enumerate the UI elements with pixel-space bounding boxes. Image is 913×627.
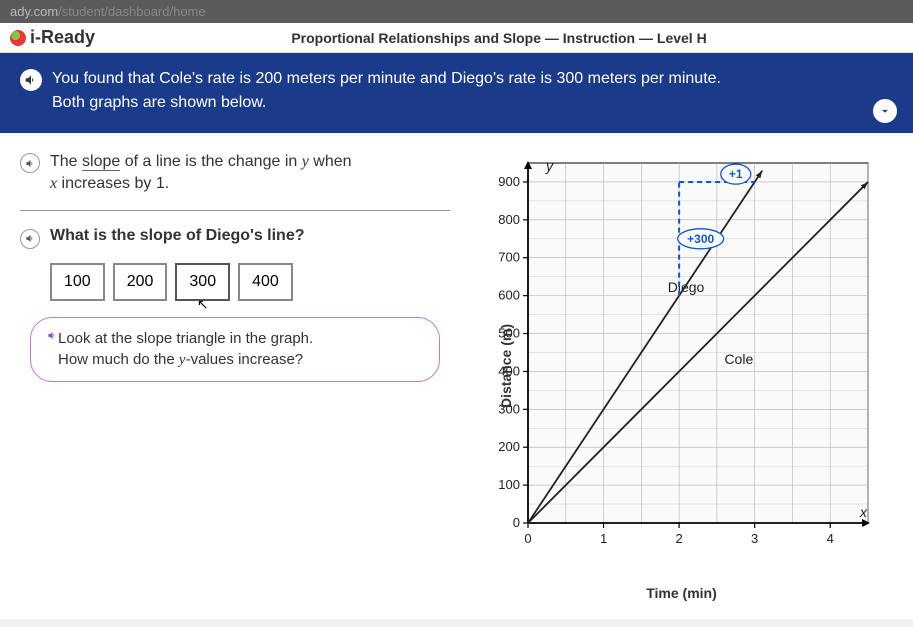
svg-text:+1: +1 xyxy=(729,167,743,181)
speaker-icon[interactable] xyxy=(20,69,42,91)
svg-text:100: 100 xyxy=(498,477,520,492)
question-row: What is the slope of Diego's line? xyxy=(20,227,450,249)
answer-options: 100200300↖400 xyxy=(50,263,450,301)
svg-text:900: 900 xyxy=(498,174,520,189)
speaker-icon[interactable] xyxy=(20,153,40,173)
answer-option-100[interactable]: 100 xyxy=(50,263,105,301)
chevron-down-icon[interactable] xyxy=(873,99,897,123)
svg-text:600: 600 xyxy=(498,288,520,303)
svg-text:0: 0 xyxy=(524,531,531,546)
hint-text: Look at the slope triangle in the graph.… xyxy=(58,328,313,371)
lesson-title: Proportional Relationships and Slope — I… xyxy=(95,30,903,46)
answer-option-300[interactable]: 300↖ xyxy=(175,263,230,301)
url-path: /student/dashboard/home xyxy=(58,4,205,19)
banner-line1: You found that Cole's rate is 200 meters… xyxy=(52,70,721,87)
speaker-icon[interactable] xyxy=(47,328,58,346)
svg-text:x: x xyxy=(859,504,868,520)
svg-text:1: 1 xyxy=(600,531,607,546)
brand-text: i-Ready xyxy=(30,27,95,48)
svg-text:+300: +300 xyxy=(687,232,714,246)
chart-svg: 010020030040050060070080090001234yxDiego… xyxy=(470,151,890,581)
svg-text:2: 2 xyxy=(675,531,682,546)
slope-term: slope xyxy=(82,153,120,171)
url-host: ady.com xyxy=(10,4,58,19)
svg-text:4: 4 xyxy=(827,531,834,546)
svg-text:0: 0 xyxy=(513,515,520,530)
svg-text:3: 3 xyxy=(751,531,758,546)
banner-text: You found that Cole's rate is 200 meters… xyxy=(52,67,721,115)
brand-logo: i-Ready xyxy=(10,27,95,48)
svg-text:700: 700 xyxy=(498,250,520,265)
svg-text:y: y xyxy=(545,158,554,174)
y-axis-label: Distance (m) xyxy=(498,324,514,408)
svg-text:800: 800 xyxy=(498,212,520,227)
svg-text:Diego: Diego xyxy=(668,279,705,295)
svg-text:200: 200 xyxy=(498,439,520,454)
banner-line2: Both graphs are shown below. xyxy=(52,94,266,111)
svg-text:Cole: Cole xyxy=(724,351,753,367)
x-axis-label: Time (min) xyxy=(470,585,893,601)
divider xyxy=(20,210,450,211)
url-bar: ady.com/student/dashboard/home xyxy=(0,0,913,23)
answer-option-200[interactable]: 200 xyxy=(113,263,168,301)
speaker-icon[interactable] xyxy=(20,229,40,249)
instruction-banner: You found that Cole's rate is 200 meters… xyxy=(0,53,913,133)
cursor-icon: ↖ xyxy=(197,296,209,313)
hint-box: Look at the slope triangle in the graph.… xyxy=(30,317,440,382)
definition-row: The slope of a line is the change in y w… xyxy=(20,151,450,196)
brand-dot-icon xyxy=(10,30,26,46)
definition-text: The slope of a line is the change in y w… xyxy=(50,151,352,196)
distance-chart: Distance (m) 010020030040050060070080090… xyxy=(470,151,890,581)
header-row: i-Ready Proportional Relationships and S… xyxy=(0,23,913,53)
answer-option-400[interactable]: 400 xyxy=(238,263,293,301)
question-text: What is the slope of Diego's line? xyxy=(50,227,305,245)
